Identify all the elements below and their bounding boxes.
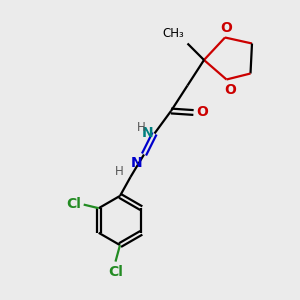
Text: H: H xyxy=(115,165,124,178)
Text: Cl: Cl xyxy=(66,197,81,211)
Text: CH₃: CH₃ xyxy=(162,27,184,40)
Text: Cl: Cl xyxy=(108,265,123,279)
Text: O: O xyxy=(224,83,236,97)
Text: N: N xyxy=(131,156,142,170)
Text: H: H xyxy=(137,121,146,134)
Text: O: O xyxy=(196,106,208,119)
Text: N: N xyxy=(141,126,153,140)
Text: O: O xyxy=(220,21,232,35)
